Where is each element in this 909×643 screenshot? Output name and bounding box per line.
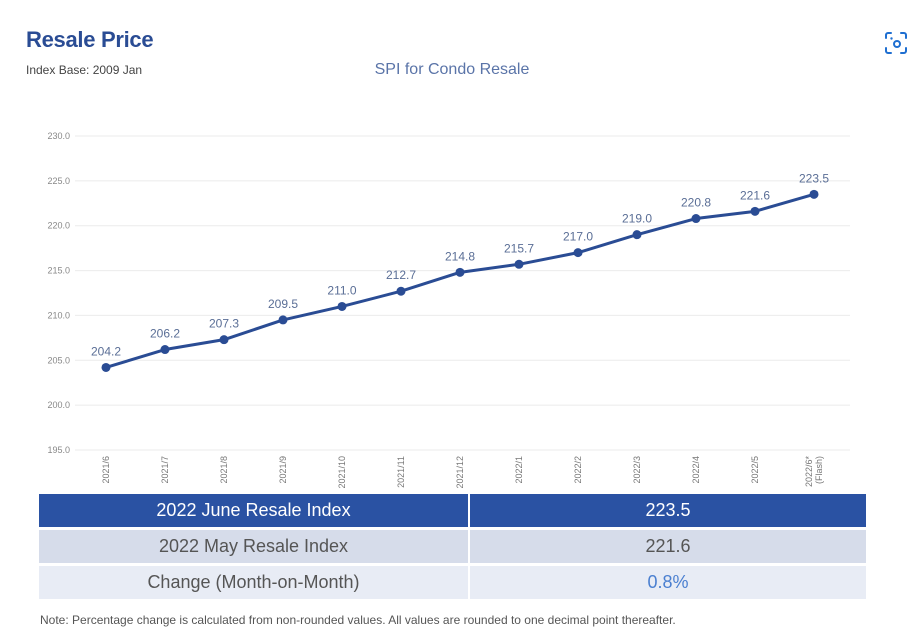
data-label: 211.0	[327, 283, 356, 297]
data-label: 223.5	[799, 171, 829, 185]
data-point	[809, 189, 819, 199]
data-point	[278, 315, 288, 325]
x-tick-label: 2021/7	[160, 456, 170, 484]
y-tick-label: 220.0	[47, 221, 70, 231]
x-tick-label: 2021/8	[219, 456, 229, 484]
data-label: 212.7	[386, 268, 416, 282]
data-point	[691, 214, 701, 224]
table-row-value: 221.6	[468, 530, 866, 563]
chart-title: SPI for Condo Resale	[374, 61, 530, 78]
data-label: 204.2	[91, 344, 121, 358]
line-chart: 195.0 200.0 205.0 210.0 215.0 220.0 225.0 230.0…	[47, 131, 850, 489]
table-row-value: 223.5	[468, 494, 866, 527]
data-point	[101, 362, 111, 372]
data-point	[514, 259, 524, 269]
table-row-value: 0.8%	[468, 566, 866, 599]
x-tick-label: 2022/3	[632, 456, 642, 484]
y-tick-label: 230.0	[47, 131, 70, 141]
y-tick-label: 210.0	[47, 310, 70, 320]
x-tick-label: 2021/12	[455, 456, 465, 489]
index-base-subtitle: Index Base: 2009 Jan	[26, 63, 143, 77]
x-tick-label: 2022/2	[573, 456, 583, 484]
data-label: 217.0	[563, 230, 593, 244]
table-row-current: 2022 June Resale Index 223.5	[39, 494, 866, 527]
x-tick-label: 2021/10	[337, 456, 347, 489]
data-point	[632, 230, 642, 240]
data-label: 221.6	[740, 188, 770, 202]
data-label: 207.3	[209, 317, 239, 331]
x-tick-label: 2021/11	[396, 456, 406, 488]
data-point	[337, 301, 347, 311]
y-tick-label: 225.0	[47, 176, 70, 186]
table-row-previous: 2022 May Resale Index 221.6	[39, 530, 866, 563]
data-label: 215.7	[504, 241, 534, 255]
x-tick-label: (Flash)	[814, 456, 824, 484]
x-tick-label: 2021/6	[101, 456, 111, 484]
data-point	[160, 345, 170, 355]
y-tick-label: 205.0	[47, 355, 70, 365]
screenshot-lens-icon[interactable]	[884, 31, 908, 55]
data-label: 220.8	[681, 196, 711, 210]
y-tick-label: 200.0	[47, 400, 70, 410]
data-point	[396, 286, 406, 296]
series-line	[105, 192, 815, 369]
x-tick-label: 2022/5	[750, 456, 760, 484]
table-row-label: 2022 May Resale Index	[158, 536, 349, 556]
x-tick-label: 2022/6*	[804, 456, 814, 488]
data-point	[455, 267, 465, 277]
table-row-label: Change (Month-on-Month)	[147, 572, 360, 592]
data-point	[573, 248, 583, 258]
data-label: 206.2	[150, 327, 180, 341]
data-point	[750, 206, 760, 216]
page-title: Resale Price	[26, 27, 154, 52]
data-point	[219, 335, 229, 345]
x-tick-label: 2021/9	[278, 456, 288, 484]
index-summary-table: 2022 June Resale Index 223.5 2022 May Re…	[39, 494, 866, 602]
x-tick-label: 2022/4	[691, 456, 701, 484]
footnote: Note: Percentage change is calculated fr…	[40, 613, 676, 627]
y-tick-label: 215.0	[47, 266, 70, 276]
table-row-change: Change (Month-on-Month) 0.8%	[39, 566, 866, 599]
data-label: 219.0	[622, 212, 652, 226]
table-row-label: 2022 June Resale Index	[156, 500, 351, 520]
y-tick-label: 195.0	[47, 445, 70, 455]
data-label: 209.5	[268, 297, 298, 311]
x-tick-label: 2022/1	[514, 456, 524, 484]
data-label: 214.8	[445, 249, 475, 263]
